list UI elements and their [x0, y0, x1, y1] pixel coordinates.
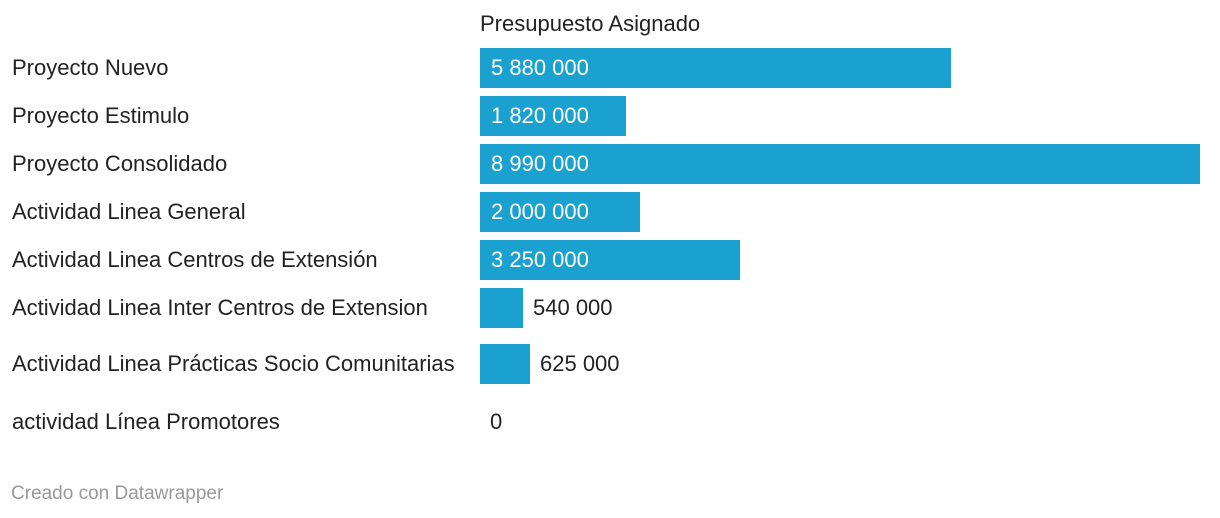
bar-row: Actividad Linea Inter Centros de Extensi… — [0, 288, 1220, 328]
bar — [480, 344, 530, 384]
value-label: 625 000 — [540, 351, 620, 376]
column-header: Presupuesto Asignado — [480, 11, 701, 36]
category-label: Proyecto Estimulo — [12, 103, 190, 128]
value-label: 3 250 000 — [491, 247, 589, 272]
bar — [480, 288, 523, 328]
category-label: Proyecto Consolidado — [12, 151, 228, 176]
category-label: actividad Línea Promotores — [12, 409, 280, 434]
bar-row: actividad Línea Promotores 0 — [0, 402, 1220, 442]
value-label: 1 820 000 — [491, 103, 589, 128]
category-label: Actividad Linea General — [12, 199, 246, 224]
value-label: 540 000 — [533, 295, 613, 320]
category-label: Actividad Linea Centros de Extensión — [12, 247, 378, 272]
bar-row: Proyecto Estimulo 1 820 000 — [0, 96, 1220, 136]
credit-footer[interactable]: Creado con Datawrapper — [11, 483, 224, 504]
bar — [480, 240, 740, 280]
category-label: Actividad Linea Prácticas Socio Comunita… — [12, 351, 455, 376]
value-label: 8 990 000 — [491, 151, 589, 176]
value-label: 2 000 000 — [491, 199, 589, 224]
bar-row: Actividad Linea Prácticas Socio Comunita… — [0, 336, 1220, 392]
value-label: 0 — [490, 409, 503, 434]
bar-row: Actividad Linea General 2 000 000 — [0, 192, 1220, 232]
bar — [480, 96, 626, 136]
bar — [480, 48, 951, 88]
bar-row: Proyecto Nuevo 5 880 000 — [0, 48, 1220, 88]
bar — [480, 144, 1200, 184]
bar — [480, 192, 640, 232]
category-label: Proyecto Nuevo — [12, 55, 169, 80]
bar-row: Proyecto Consolidado 8 990 000 — [0, 144, 1220, 184]
category-label: Actividad Linea Inter Centros de Extensi… — [12, 295, 428, 320]
value-label: 5 880 000 — [491, 55, 589, 80]
bar-row: Actividad Linea Centros de Extensión 3 25… — [0, 240, 1220, 280]
